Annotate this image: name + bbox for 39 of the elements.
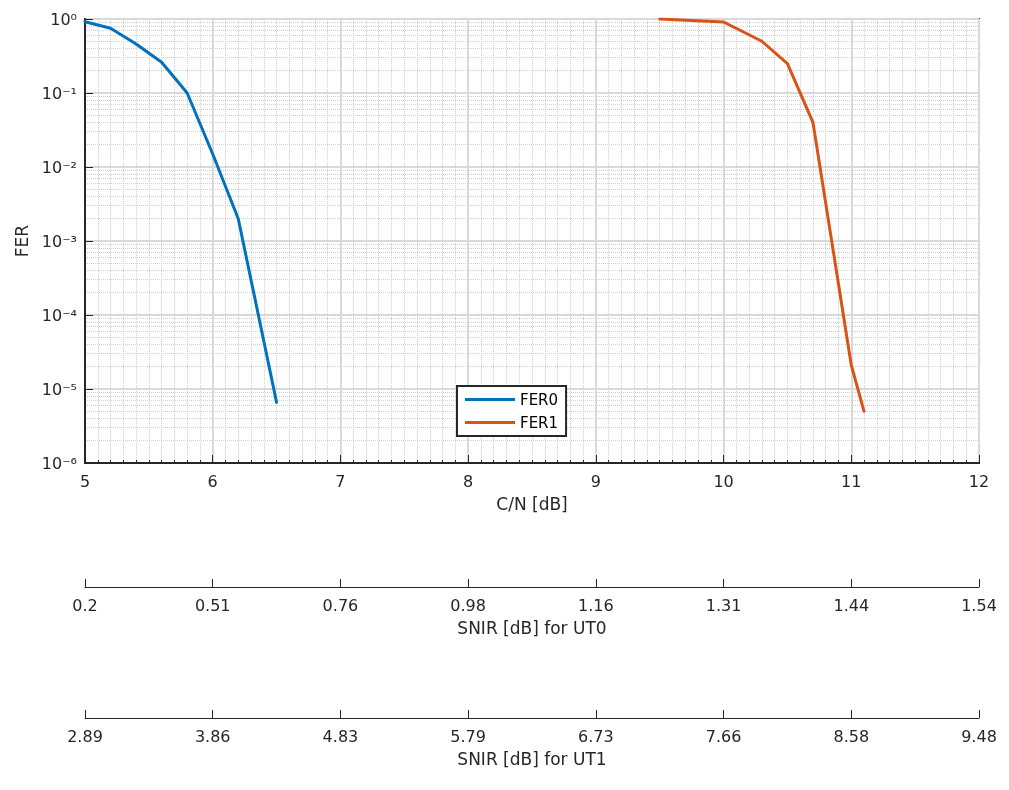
text: 1.16 bbox=[578, 595, 614, 615]
text: 1.44 bbox=[833, 595, 870, 615]
text: 9.48 bbox=[961, 726, 997, 746]
y-tick-label: 10⁻⁶ bbox=[41, 453, 77, 473]
y-axis-title: FER bbox=[11, 224, 32, 258]
text: 5.79 bbox=[450, 726, 486, 746]
x-tick-label: 11 bbox=[841, 471, 862, 491]
text: 6.73 bbox=[578, 726, 614, 746]
y-tick-label: 10⁰ bbox=[50, 9, 77, 29]
text: 3.86 bbox=[194, 726, 231, 746]
x-axis-title: C/N [dB] bbox=[496, 493, 568, 514]
line-series bbox=[658, 17, 866, 413]
x-tick-label: 8 bbox=[463, 471, 474, 491]
text: 1.31 bbox=[705, 595, 742, 615]
y-tick-label: 10⁻² bbox=[41, 157, 77, 177]
legend-label: FER0 bbox=[520, 390, 559, 409]
x-tick-label: 10 bbox=[713, 471, 734, 491]
line-series bbox=[83, 20, 279, 404]
text: 1.54 bbox=[961, 595, 997, 615]
legend-label: FER1 bbox=[520, 413, 559, 432]
text: 7.66 bbox=[705, 726, 742, 746]
y-tick-label: 10⁻⁴ bbox=[41, 305, 77, 325]
text: 0.98 bbox=[450, 595, 486, 615]
text: SNIR [dB] for UT1 bbox=[457, 748, 607, 769]
y-tick-label: 10⁻³ bbox=[41, 231, 77, 251]
y-tick-label: 10⁻⁵ bbox=[41, 379, 77, 399]
x-tick-label: 6 bbox=[207, 471, 218, 491]
x-tick-label: 5 bbox=[79, 471, 91, 491]
text: 0.76 bbox=[322, 595, 359, 615]
text: 2.89 bbox=[67, 726, 103, 746]
text: 0.51 bbox=[194, 595, 231, 615]
text: 0.2 bbox=[72, 595, 98, 615]
text: 4.83 bbox=[322, 726, 359, 746]
text: 8.58 bbox=[833, 726, 870, 746]
y-tick-label: 10⁻¹ bbox=[41, 83, 77, 103]
text: SNIR [dB] for UT0 bbox=[457, 617, 607, 638]
x-tick-label: 9 bbox=[590, 471, 601, 491]
x-tick-label: 7 bbox=[335, 471, 346, 491]
x-tick-label: 12 bbox=[968, 471, 990, 491]
